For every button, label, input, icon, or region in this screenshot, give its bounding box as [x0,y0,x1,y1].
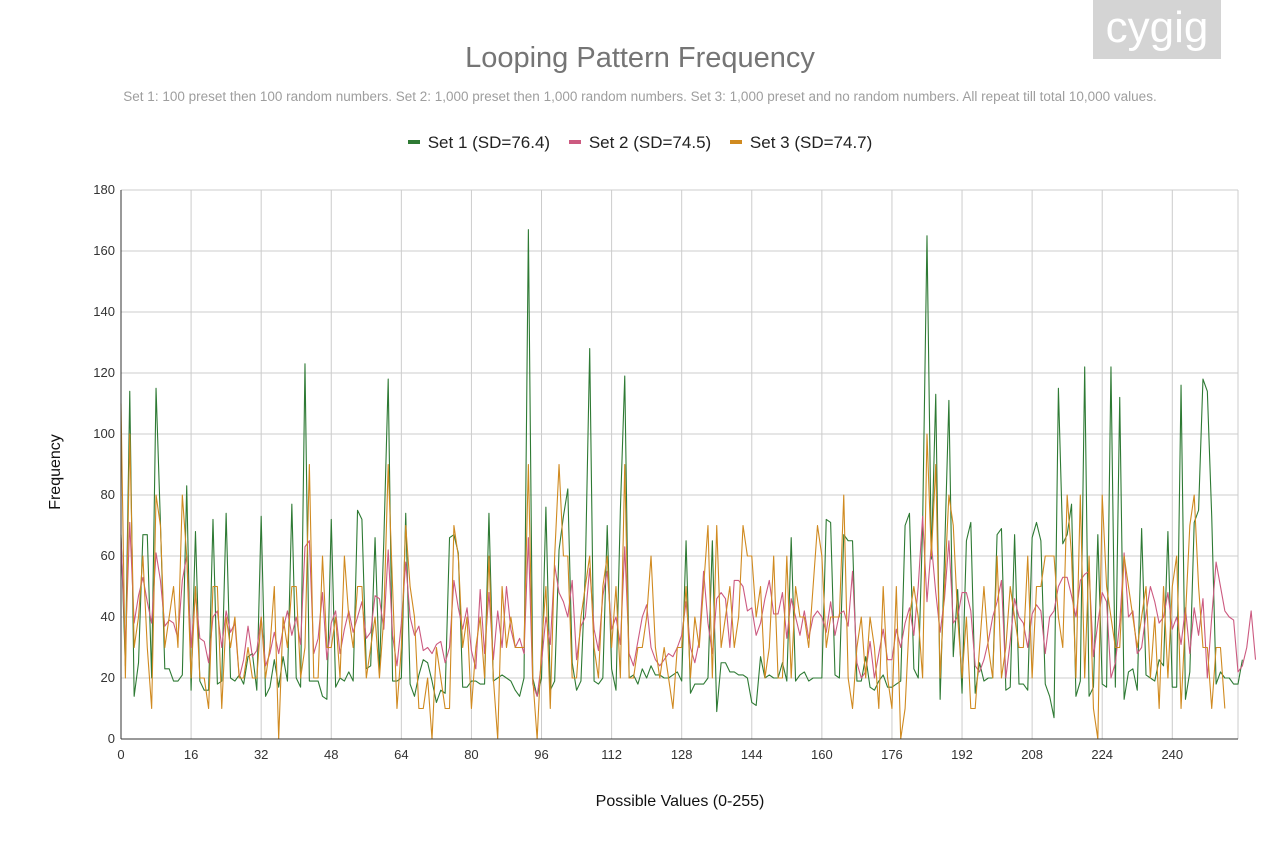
x-tick-label: 192 [951,747,973,762]
legend-label-set2: Set 2 (SD=74.5) [588,133,712,152]
x-tick-label: 240 [1161,747,1183,762]
x-tick-label: 16 [184,747,198,762]
legend-item-set3[interactable]: Set 3 (SD=74.7) [729,133,873,153]
chart-tick-labels: 0 20 40 60 80 100 120 140 160 180 0 16 32 48 64 80 96 112… [93,182,1183,762]
chart-series [120,229,1257,740]
chart-title: Looping Pattern Frequency [465,42,815,74]
x-tick-label: 0 [117,747,124,762]
y-tick-label: 80 [101,487,115,502]
legend-label-set3: Set 3 (SD=74.7) [749,133,873,152]
x-tick-label: 64 [394,747,408,762]
y-tick-label: 120 [93,365,115,380]
chart-legend: Set 1 (SD=76.4) Set 2 (SD=74.5) Set 3 (S… [0,133,1280,153]
y-axis-title: Frequency [47,434,64,510]
x-tick-label: 128 [671,747,693,762]
series-line-set1 [120,229,1243,719]
x-tick-label: 176 [881,747,903,762]
legend-label-set1: Set 1 (SD=76.4) [427,133,551,152]
x-tick-label: 80 [464,747,478,762]
y-tick-label: 20 [101,670,115,685]
y-tick-label: 160 [93,243,115,258]
x-tick-label: 96 [534,747,548,762]
x-tick-label: 160 [811,747,833,762]
x-tick-label: 224 [1091,747,1113,762]
legend-item-set1[interactable]: Set 1 (SD=76.4) [407,133,551,153]
y-tick-label: 100 [93,426,115,441]
x-tick-label: 208 [1021,747,1043,762]
legend-item-set2[interactable]: Set 2 (SD=74.5) [568,133,712,153]
series-line-set3 [120,403,1226,740]
x-axis-title: Possible Values (0-255) [596,793,765,810]
y-tick-label: 140 [93,304,115,319]
y-tick-label: 180 [93,182,115,197]
cygig-logo: cygig [1093,0,1221,59]
y-tick-label: 0 [108,731,115,746]
y-tick-label: 40 [101,609,115,624]
chart-axes [120,190,1238,740]
x-tick-label: 144 [741,747,763,762]
y-tick-label: 60 [101,548,115,563]
legend-swatch-set2 [568,139,581,144]
x-tick-label: 48 [324,747,338,762]
x-tick-label: 32 [254,747,268,762]
legend-swatch-set1 [407,139,420,144]
chart-subtitle: Set 1: 100 preset then 100 random number… [123,89,1157,104]
x-tick-label: 112 [601,747,622,762]
legend-swatch-set3 [729,139,742,144]
